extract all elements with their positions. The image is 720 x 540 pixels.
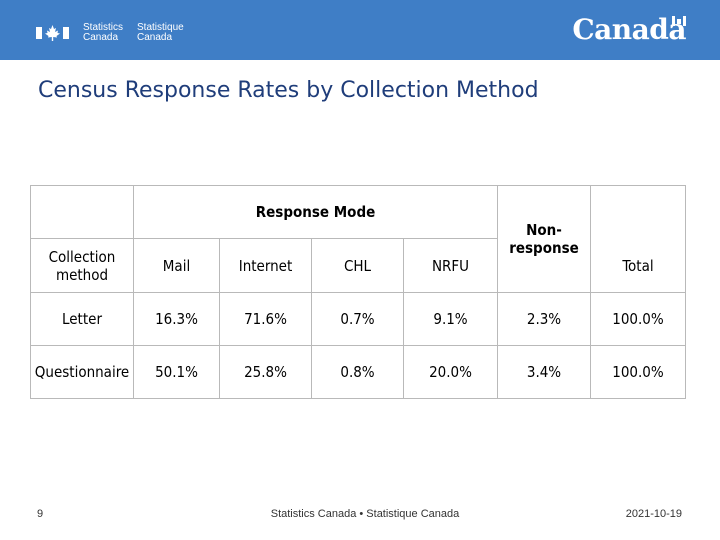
wordmark-flag-icon [672,16,686,26]
row-letter-total: 100.0% [591,293,685,346]
row-letter-chl: 0.7% [312,293,404,346]
row-letter-nrfu: 9.1% [404,293,498,346]
fip-english: Statistics Canada [83,22,124,43]
response-mode-header: Response Mode [134,186,498,239]
total-header-top [591,186,685,239]
page-number: 9 [37,508,44,520]
row-questionnaire-mail: 50.1% [134,346,220,398]
row-letter-internet: 71.6% [220,293,312,346]
row-letter-nonresponse: 2.3% [498,293,591,346]
row-questionnaire-nonresponse: 3.4% [498,346,591,398]
corner-cell [31,186,134,239]
total-header: Total [591,239,685,293]
fip-french: Statistique Canada [137,22,184,43]
row-questionnaire-total: 100.0% [612,363,664,381]
nrfu-header: NRFU [404,239,498,293]
row-questionnaire-chl: 0.8% [312,346,404,398]
canada-flag-icon [36,22,69,44]
chl-header: CHL [312,239,404,293]
footer-center-text: Statistics Canada • Statistique Canada [270,508,460,520]
row-questionnaire-method: Questionnaire [31,346,134,398]
header-bar: Statistics Canada Statistique Canada Can… [0,0,720,60]
row-questionnaire-nrfu: 20.0% [404,346,498,398]
collection-method-header: Collection method [31,239,134,293]
internet-header: Internet [220,239,312,293]
canada-wordmark: Canada [572,13,686,46]
nonresponse-header: Non- response [498,186,591,293]
response-rate-table: Response Mode Non- response Collection m… [30,185,686,399]
row-letter-mail: 16.3% [134,293,220,346]
row-letter-method: Letter [31,293,134,346]
slide-title: Census Response Rates by Collection Meth… [38,78,539,103]
fip-signature: Statistics Canada Statistique Canada [36,22,184,44]
footer-date: 2021-10-19 [625,508,682,520]
row-questionnaire-internet: 25.8% [220,346,312,398]
mail-header: Mail [134,239,220,293]
